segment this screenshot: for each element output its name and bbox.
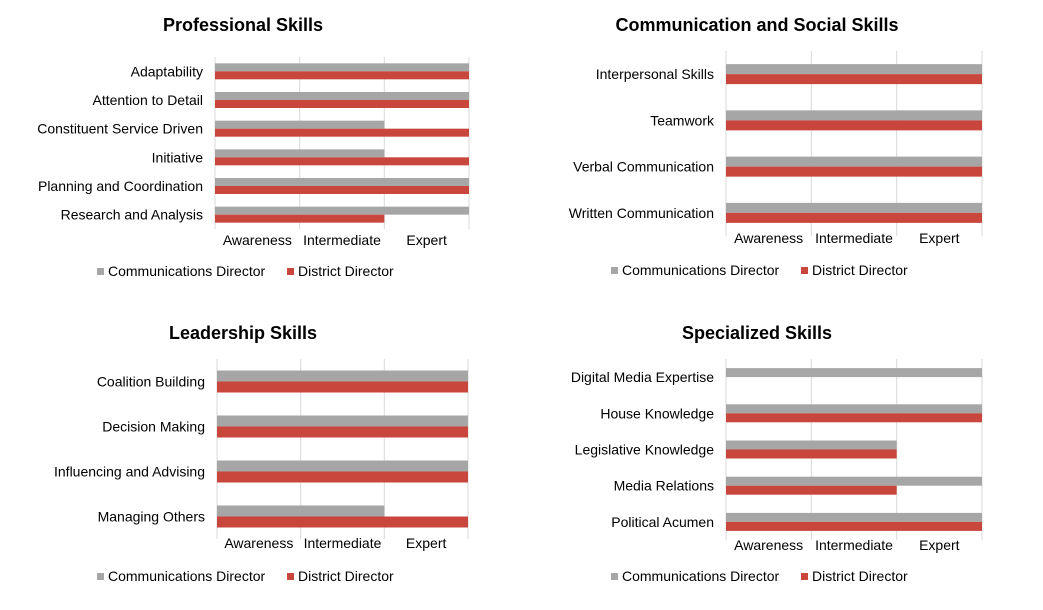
tick-label: Awareness [734, 537, 803, 553]
category-label: Political Acumen [611, 514, 714, 530]
bar-district-director [215, 186, 469, 194]
bar-district-director [215, 128, 469, 137]
bar-district-director [215, 100, 469, 108]
bar-district-director [726, 120, 982, 131]
tick-label: Expert [406, 232, 447, 248]
bar-district-director [217, 471, 468, 483]
category-label: Attention to Detail [92, 92, 203, 108]
category-label: Initiative [152, 149, 204, 165]
chart-title: Specialized Skills [682, 323, 832, 343]
bar-district-director [215, 157, 469, 166]
category-label: Written Communication [569, 205, 714, 221]
tick-label: Awareness [224, 535, 293, 551]
bar-district-director [726, 74, 982, 85]
legend-label: Communications Director [622, 262, 779, 278]
legend-swatch-district-director [287, 268, 294, 275]
bar-communications-director [217, 460, 468, 472]
tick-label: Expert [919, 537, 960, 553]
bar-communications-director [726, 156, 982, 167]
bar-communications-director [726, 404, 982, 414]
legend-swatch-communications-director [97, 268, 104, 275]
bar-district-director [726, 212, 982, 223]
bar-district-director [217, 426, 468, 438]
category-label: Research and Analysis [61, 207, 203, 223]
bar-communications-director [726, 476, 982, 486]
legend-label: District Director [298, 568, 394, 584]
legend-label: Communications Director [108, 568, 265, 584]
category-label: Constituent Service Driven [37, 121, 203, 137]
bar-district-director [215, 71, 469, 80]
bar-communications-director [726, 110, 982, 121]
bar-communications-director [217, 505, 385, 517]
category-label: Influencing and Advising [54, 464, 205, 480]
legend-swatch-district-director [287, 573, 294, 580]
category-label: Planning and Coordination [38, 178, 203, 194]
legend-swatch-communications-director [611, 573, 618, 580]
tick-label: Intermediate [303, 232, 381, 248]
bar-communications-director [217, 370, 468, 382]
tick-label: Awareness [223, 232, 292, 248]
category-label: Legislative Knowledge [575, 442, 715, 458]
bar-district-director [726, 166, 982, 177]
category-label: Teamwork [650, 112, 715, 128]
legend-swatch-communications-director [611, 267, 618, 274]
bar-district-director [217, 381, 468, 393]
bar-communications-director [726, 202, 982, 213]
legend-label: District Director [812, 568, 908, 584]
tick-label: Intermediate [304, 535, 382, 551]
tick-label: Intermediate [815, 230, 893, 246]
legend-swatch-communications-director [97, 573, 104, 580]
bar-communications-director [726, 64, 982, 75]
bar-communications-director [215, 206, 469, 215]
bar-communications-director [726, 512, 982, 522]
category-label: House Knowledge [600, 405, 714, 421]
legend-label: District Director [812, 262, 908, 278]
tick-label: Intermediate [815, 537, 893, 553]
chart-title: Leadership Skills [169, 323, 317, 343]
bar-communications-director [215, 149, 385, 158]
legend-swatch-district-director [801, 267, 808, 274]
chart-title: Professional Skills [163, 15, 323, 35]
category-label: Managing Others [98, 509, 205, 525]
bar-communications-director [215, 178, 469, 186]
category-label: Coalition Building [97, 374, 205, 390]
bar-district-director [726, 449, 897, 459]
bar-district-director [215, 214, 385, 223]
legend-swatch-district-director [801, 573, 808, 580]
category-label: Decision Making [102, 419, 205, 435]
bar-district-director [726, 485, 897, 495]
tick-label: Awareness [734, 230, 803, 246]
bar-district-director [217, 516, 468, 528]
bar-communications-director [215, 63, 469, 72]
legend-label: Communications Director [622, 568, 779, 584]
legend-label: District Director [298, 263, 394, 279]
category-label: Media Relations [614, 478, 714, 494]
tick-label: Expert [406, 535, 447, 551]
bar-district-director [726, 413, 982, 423]
category-label: Digital Media Expertise [571, 369, 714, 385]
bar-communications-director [215, 92, 469, 100]
bar-communications-director [726, 368, 982, 378]
bar-communications-director [726, 440, 897, 450]
bar-district-director [726, 521, 982, 531]
legend-label: Communications Director [108, 263, 265, 279]
chart-title: Communication and Social Skills [615, 15, 898, 35]
category-label: Adaptability [131, 63, 203, 79]
tick-label: Expert [919, 230, 960, 246]
category-label: Verbal Communication [573, 159, 714, 175]
bar-communications-director [217, 415, 468, 427]
category-label: Interpersonal Skills [596, 66, 714, 82]
bar-communications-director [215, 120, 385, 129]
